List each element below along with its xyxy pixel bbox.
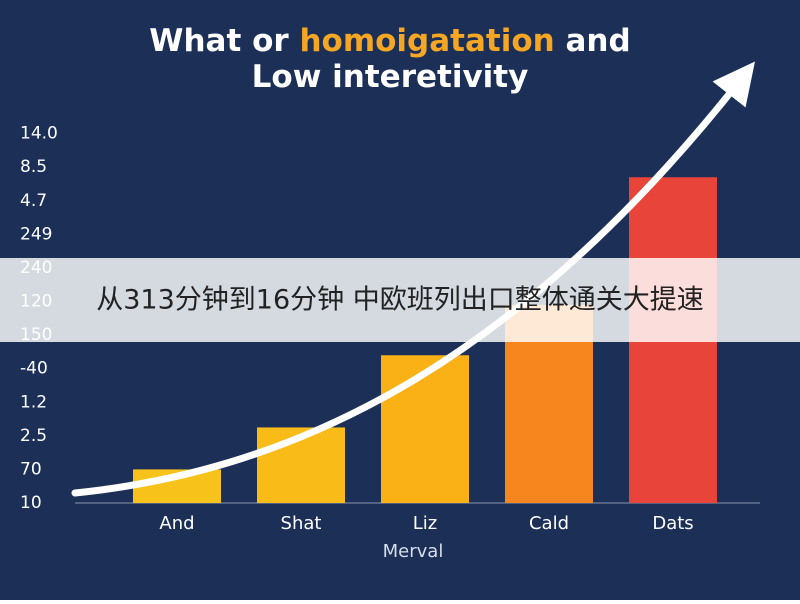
y-axis-label: 10: [20, 493, 42, 513]
y-axis-label: 4.7: [20, 191, 47, 211]
trend-arrow: [71, 61, 755, 497]
title-line: Low interetivity: [252, 59, 529, 95]
title-part: and: [555, 23, 631, 59]
y-axis-label: 2.5: [20, 426, 47, 446]
x-tick-label: Shat: [281, 513, 322, 534]
y-axis-label: -40: [20, 359, 48, 379]
x-tick-label: Cald: [529, 513, 569, 534]
banner-band: [0, 258, 800, 342]
y-axis-label: 14.0: [20, 124, 58, 144]
x-tick-label: And: [159, 513, 194, 534]
y-axis-label: 249: [20, 224, 52, 244]
x-tick-label: Dats: [652, 513, 693, 534]
x-tick-label: Liz: [413, 513, 437, 534]
x-axis-label: Merval: [383, 541, 444, 562]
title-line: What or homoigatation and: [149, 23, 630, 59]
bar: [381, 355, 469, 503]
title-part: homoigatation: [299, 23, 554, 59]
y-axis-label: 1.2: [20, 392, 47, 412]
title-part: Low interetivity: [252, 59, 529, 95]
y-axis-label: 70: [20, 459, 42, 479]
y-axis-label: 8.5: [20, 157, 47, 177]
banner-text: 从313分钟到16分钟 中欧班列出口整体通关大提速: [96, 285, 703, 316]
title-part: What or: [149, 23, 299, 59]
